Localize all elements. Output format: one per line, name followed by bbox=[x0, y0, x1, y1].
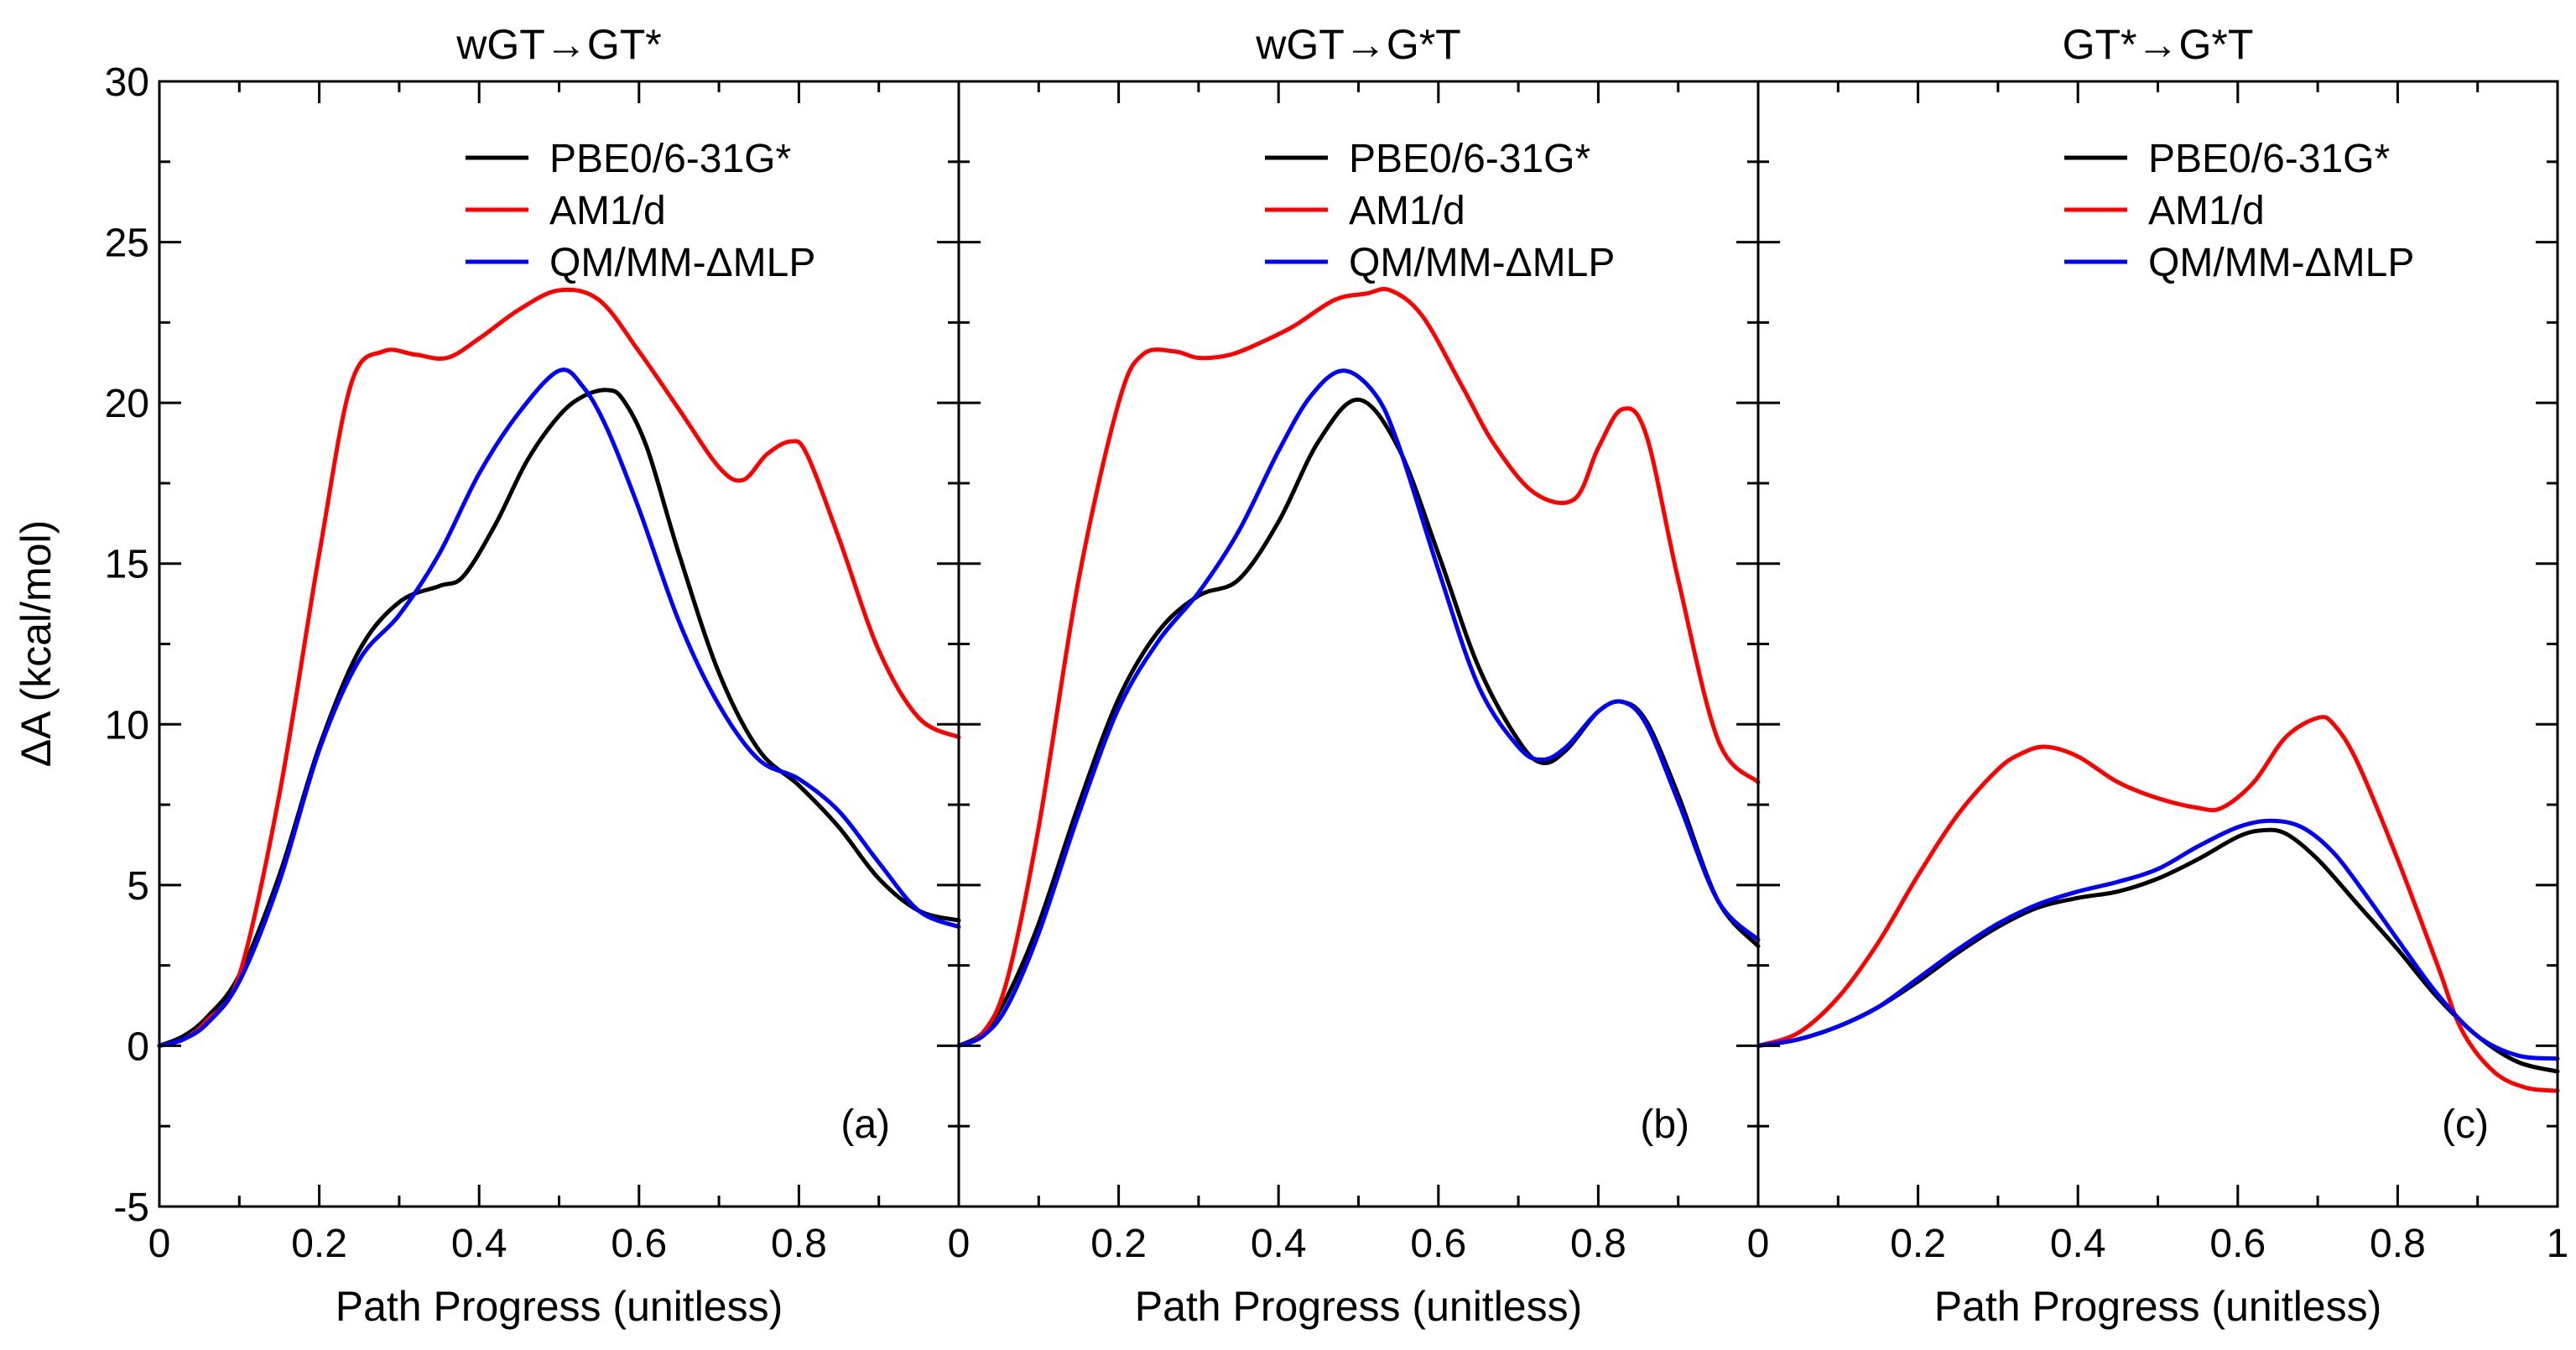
y-tick-label: 25 bbox=[105, 222, 149, 266]
x-tick-label: 0.4 bbox=[1251, 1222, 1307, 1266]
panel-tag: (a) bbox=[840, 1102, 890, 1147]
x-tick-label: 0.6 bbox=[2209, 1222, 2266, 1266]
legend-label: AM1/d bbox=[1349, 189, 1465, 233]
series-line bbox=[1756, 714, 2560, 1093]
series-line bbox=[157, 287, 961, 1048]
x-tick-label: 0 bbox=[948, 1222, 971, 1266]
panel-title: GT*→G*T bbox=[2063, 21, 2254, 68]
panel-title: wGT→GT* bbox=[455, 21, 661, 68]
legend-label: QM/MM-ΔMLP bbox=[2148, 241, 2414, 285]
curves bbox=[1756, 714, 2560, 1093]
x-tick-label: 0.8 bbox=[771, 1222, 827, 1266]
x-tick-label: 0.6 bbox=[1410, 1222, 1466, 1266]
y-tick-label: 10 bbox=[105, 703, 149, 748]
legend-label: AM1/d bbox=[2148, 189, 2265, 233]
series-line bbox=[956, 368, 1761, 1048]
legend-label: PBE0/6-31G* bbox=[2148, 137, 2390, 181]
legend-label: PBE0/6-31G* bbox=[549, 137, 791, 181]
legend: PBE0/6-31G* AM1/d QM/MM-ΔMLP bbox=[1265, 137, 1615, 285]
panel-title: wGT→G*T bbox=[1255, 21, 1460, 68]
x-axis-label: Path Progress (unitless) bbox=[1934, 1283, 2382, 1330]
x-tick-label: 0.2 bbox=[291, 1222, 347, 1266]
y-tick-label: 0 bbox=[127, 1024, 149, 1069]
y-tick-label: 15 bbox=[105, 543, 149, 587]
x-tick-label: 1 bbox=[2547, 1222, 2569, 1266]
x-tick-label: 0.4 bbox=[451, 1222, 507, 1266]
panel-tag: (b) bbox=[1640, 1102, 1689, 1147]
x-tick-label: 0.8 bbox=[1570, 1222, 1626, 1266]
legend-label: AM1/d bbox=[549, 189, 666, 233]
legend-label: QM/MM-ΔMLP bbox=[549, 241, 815, 285]
x-tick-label: 0 bbox=[1747, 1222, 1770, 1266]
x-axis-label: Path Progress (unitless) bbox=[1135, 1283, 1583, 1330]
legend: PBE0/6-31G* AM1/d QM/MM-ΔMLP bbox=[2064, 137, 2414, 285]
panel-tag: (c) bbox=[2442, 1102, 2489, 1147]
y-tick-label: -5 bbox=[113, 1186, 149, 1230]
x-tick-label: 0.6 bbox=[611, 1222, 667, 1266]
x-tick-label: 0.8 bbox=[2370, 1222, 2426, 1266]
x-tick-label: 0 bbox=[148, 1222, 171, 1266]
x-tick-label: 0.2 bbox=[1090, 1222, 1147, 1266]
curves bbox=[157, 287, 961, 1048]
x-tick-label: 0.4 bbox=[2050, 1222, 2106, 1266]
series-line bbox=[1756, 818, 2560, 1061]
y-tick-label: 30 bbox=[105, 60, 149, 105]
series-line bbox=[157, 367, 961, 1048]
panel-b: 0 0.2 0.4 0.6 0.8 wGT→G*T Path Progress (unitl… bbox=[948, 21, 1761, 1330]
panel-c: 0 0.2 0.4 0.6 0.8 1 GT*→G*T Path Progress (unit… bbox=[1747, 21, 2569, 1330]
y-tick-label: 5 bbox=[127, 864, 149, 909]
series-line bbox=[956, 286, 1761, 1048]
y-tick-label: 20 bbox=[105, 382, 149, 426]
x-axis-label: Path Progress (unitless) bbox=[336, 1283, 783, 1330]
y-axis-label: ΔA (kcal/mol) bbox=[13, 520, 60, 768]
legend-label: PBE0/6-31G* bbox=[1349, 137, 1590, 181]
legend: PBE0/6-31G* AM1/d QM/MM-ΔMLP bbox=[466, 137, 815, 285]
x-tick-label: 0.2 bbox=[1890, 1222, 1946, 1266]
curves bbox=[956, 286, 1761, 1048]
legend-label: QM/MM-ΔMLP bbox=[1349, 241, 1615, 285]
